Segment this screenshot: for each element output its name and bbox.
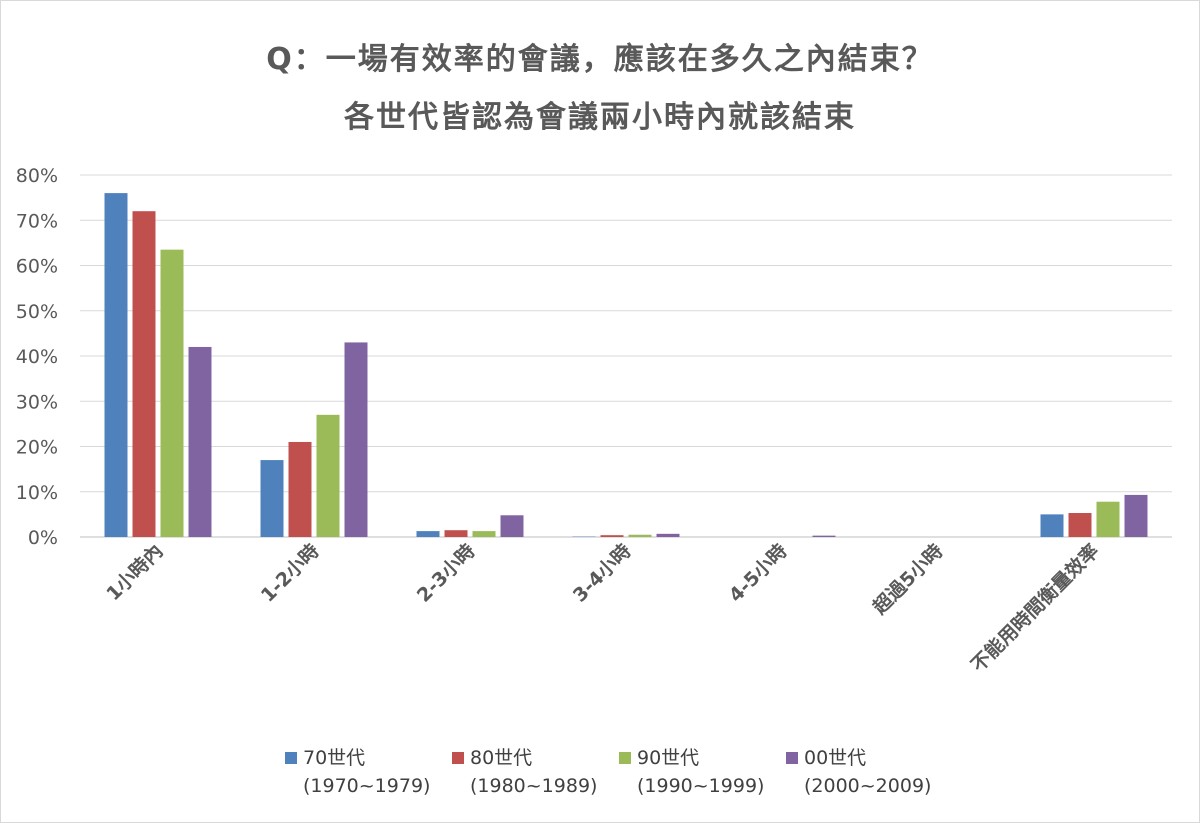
legend-label-90s: 90世代 xyxy=(637,747,700,769)
bar xyxy=(628,534,652,537)
bar xyxy=(1040,514,1064,537)
y-tick-label: 40% xyxy=(16,346,58,368)
legend-swatch-70s xyxy=(285,752,297,764)
bar xyxy=(132,211,156,537)
bar xyxy=(260,460,284,537)
chart-title: Q：一場有效率的會議，應該在多久之內結束？ xyxy=(266,42,934,77)
bar xyxy=(600,535,624,537)
bar xyxy=(1124,494,1148,537)
bar xyxy=(104,193,128,537)
bar xyxy=(288,441,312,537)
chart-subtitle: 各世代皆認為會議兩小時內就該結束 xyxy=(344,100,856,135)
bar xyxy=(1068,513,1092,537)
x-tick-label: 不能用時間衡量效率 xyxy=(966,539,1103,676)
x-tick-label: 超過5小時 xyxy=(867,539,947,619)
y-tick-label: 80% xyxy=(16,165,58,187)
x-tick-label: 2-3小時 xyxy=(413,540,480,607)
legend-range-00s: (2000~2009) xyxy=(804,775,932,797)
bar xyxy=(316,414,340,537)
y-tick-label: 50% xyxy=(16,301,58,323)
y-tick-label: 20% xyxy=(16,437,58,459)
legend-range-90s: (1990~1999) xyxy=(637,775,765,797)
bar xyxy=(444,530,468,537)
bar xyxy=(656,533,680,537)
x-tick-label: 4-5小時 xyxy=(725,540,792,607)
bar xyxy=(812,535,836,537)
y-tick-label: 30% xyxy=(16,391,58,413)
y-tick-label: 60% xyxy=(16,256,58,278)
legend-label-80s: 80世代 xyxy=(470,747,533,769)
bar xyxy=(472,531,496,537)
x-tick-label: 1-2小時 xyxy=(257,540,324,607)
legend-swatch-00s xyxy=(786,752,798,764)
x-tick-label: 1小時內 xyxy=(102,540,167,605)
legend: 70世代 (1970~1979) 80世代 (1980~1989) 90世代 (… xyxy=(0,744,1200,804)
legend-label-00s: 00世代 xyxy=(804,747,867,769)
bar xyxy=(188,346,212,537)
bar xyxy=(500,515,524,537)
bar xyxy=(1096,501,1120,537)
bar xyxy=(344,342,368,537)
x-tick-label: 3-4小時 xyxy=(569,540,636,607)
y-tick-label: 0% xyxy=(28,527,58,549)
legend-range-80s: (1980~1989) xyxy=(470,775,598,797)
legend-swatch-80s xyxy=(452,752,464,764)
y-tick-label: 70% xyxy=(16,210,58,232)
bar xyxy=(416,531,440,537)
legend-range-70s: (1970~1979) xyxy=(303,775,431,797)
y-tick-label: 10% xyxy=(16,482,58,504)
legend-swatch-90s xyxy=(619,752,631,764)
bar xyxy=(160,249,184,537)
legend-label-70s: 70世代 xyxy=(303,747,366,769)
